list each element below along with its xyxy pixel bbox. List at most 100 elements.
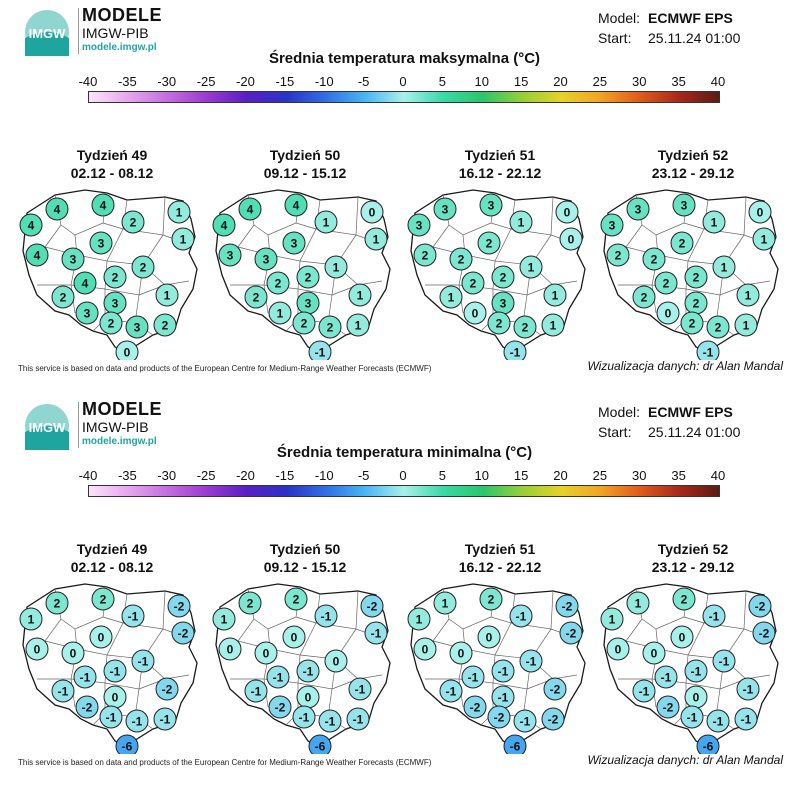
temperature-marker: 2 <box>477 231 501 255</box>
temperature-value: 3 <box>681 199 688 213</box>
temperature-value: 2 <box>130 216 137 230</box>
temperature-marker: 1 <box>167 200 191 224</box>
temperature-circle <box>748 200 772 224</box>
temperature-circle <box>642 247 666 271</box>
temperature-value: 1 <box>552 289 559 303</box>
temperature-marker: -6 <box>696 734 720 754</box>
brand: MODELE IMGW-PIB modele.imgw.pl <box>82 399 162 449</box>
temperature-marker: -1 <box>51 679 75 703</box>
temperature-marker: 3 <box>125 315 149 339</box>
temperature-value: 2 <box>681 593 688 607</box>
temperature-marker: -2 <box>463 695 487 719</box>
temperature-marker: -1 <box>734 707 758 731</box>
temperature-circle <box>89 231 113 255</box>
week-heading: Tydzień 52 23.12 - 29.12 <box>603 146 783 182</box>
temperature-marker: 3 <box>672 193 696 217</box>
temperature-value: 2 <box>486 237 493 251</box>
temperature-marker: 1 <box>543 283 567 307</box>
temperature-value: -1 <box>299 711 310 725</box>
temperature-marker: 0 <box>555 200 579 224</box>
temperature-circle <box>696 340 720 360</box>
temperature-value: 2 <box>293 593 300 607</box>
temperature-marker: 0 <box>477 625 501 649</box>
temperature-marker: -2 <box>167 594 191 618</box>
temperature-circle <box>91 193 115 217</box>
temperature-circle <box>346 707 370 731</box>
temperature-marker: 1 <box>736 283 760 307</box>
temperature-value: -1 <box>639 685 650 699</box>
temperature-circle <box>254 641 278 665</box>
temperature-value: -1 <box>661 671 672 685</box>
temperature-value: 2 <box>488 593 495 607</box>
temperature-marker: -1 <box>509 604 533 628</box>
temperature-value: 0 <box>333 655 340 669</box>
temperature-value: 3 <box>70 253 77 267</box>
temperature-value: -1 <box>498 691 509 705</box>
temperature-circle <box>131 255 155 279</box>
temperature-circle <box>413 243 437 267</box>
brand-url[interactable]: modele.imgw.pl <box>82 436 157 447</box>
visualization-credit: Wizualizacja danych: dr Alan Mandal <box>587 359 783 373</box>
temperature-value: 2 <box>140 261 147 275</box>
temperature-marker: 1 <box>407 607 431 631</box>
week-label: Tydzień 52 <box>657 541 729 557</box>
temperature-marker: -1 <box>266 665 290 689</box>
temperature-marker: -1 <box>491 659 515 683</box>
temperature-circle <box>75 695 99 719</box>
temperature-value: 3 <box>635 203 642 217</box>
temperature-marker: 4 <box>45 197 69 221</box>
temperature-marker: -1 <box>461 665 485 689</box>
temperature-value: -2 <box>562 600 573 614</box>
temperature-marker: 0 <box>413 637 437 661</box>
temperature-circle <box>308 734 332 754</box>
temperature-circle <box>461 665 485 689</box>
temperature-circle <box>477 231 501 255</box>
temperature-circle <box>73 665 97 689</box>
temperature-marker: 1 <box>348 283 372 307</box>
temperature-value: -1 <box>132 715 143 729</box>
temperature-value: 1 <box>745 289 752 303</box>
temperature-value: 2 <box>54 597 61 611</box>
temperature-marker: 2 <box>684 265 708 289</box>
temperature-value: -1 <box>703 346 714 360</box>
colorbar-tick-label: -40 <box>78 74 98 89</box>
start-label: Start: <box>598 424 632 440</box>
temperature-marker: 3 <box>218 243 242 267</box>
temperature-circle <box>266 665 290 689</box>
temperature-marker: 2 <box>513 315 537 339</box>
temperature-value: 3 <box>305 297 312 311</box>
temperature-value: 3 <box>442 203 449 217</box>
brand-name: MODELE <box>82 399 163 419</box>
temperature-marker: 1 <box>346 313 370 337</box>
temperature-marker: 2 <box>244 285 268 309</box>
brand-url[interactable]: modele.imgw.pl <box>82 42 157 53</box>
temperature-circle <box>348 283 372 307</box>
temperature-marker: 1 <box>155 283 179 307</box>
temperature-circle <box>238 591 262 615</box>
temperature-circle <box>541 707 565 731</box>
temperature-marker: 3 <box>600 213 624 237</box>
temperature-circle <box>656 695 680 719</box>
temperature-value: -1 <box>110 665 121 679</box>
colorbar <box>88 91 720 103</box>
temperature-circle <box>712 649 736 673</box>
temperature-value: 3 <box>263 253 270 267</box>
temperature-value: 0 <box>693 691 700 705</box>
temperature-marker: -2 <box>75 695 99 719</box>
temperature-marker: 2 <box>680 311 704 335</box>
temperature-value: 1 <box>711 216 718 230</box>
temperature-marker: 1 <box>212 607 236 631</box>
temperature-marker: 4 <box>73 271 97 295</box>
week-label: Tydzień 50 <box>269 541 341 557</box>
colorbar-tick-label: -35 <box>117 468 137 483</box>
temperature-circle <box>115 734 139 754</box>
temperature-circle <box>99 311 123 335</box>
temperature-circle <box>125 315 149 339</box>
temperature-value: 1 <box>164 289 171 303</box>
temperature-circle <box>73 271 97 295</box>
temperature-value: -1 <box>709 610 720 624</box>
model-value: ECMWF EPS <box>648 10 733 26</box>
temperature-value: -1 <box>128 610 139 624</box>
temperature-circle <box>642 641 666 665</box>
temperature-circle <box>212 213 236 237</box>
